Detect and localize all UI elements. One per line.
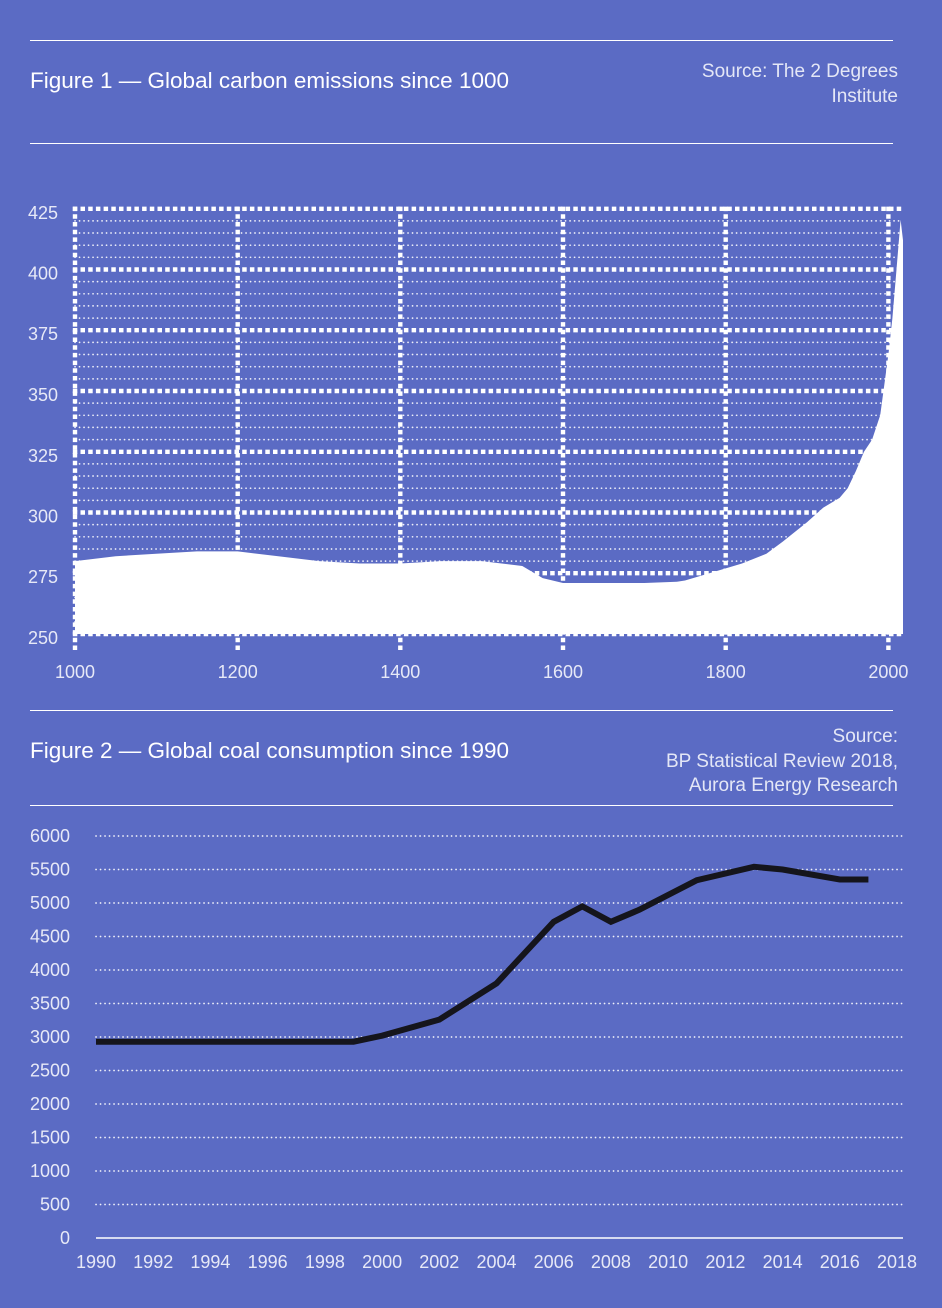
svg-text:1600: 1600 — [543, 662, 583, 680]
svg-text:2002: 2002 — [419, 1252, 459, 1272]
svg-text:1990: 1990 — [76, 1252, 116, 1272]
svg-text:4500: 4500 — [30, 927, 70, 947]
svg-text:425: 425 — [28, 203, 58, 223]
svg-text:300: 300 — [28, 507, 58, 527]
svg-text:4000: 4000 — [30, 960, 70, 980]
svg-text:5500: 5500 — [30, 860, 70, 880]
svg-text:1500: 1500 — [30, 1128, 70, 1148]
svg-text:375: 375 — [28, 324, 58, 344]
svg-text:3500: 3500 — [30, 994, 70, 1014]
svg-text:2018: 2018 — [877, 1252, 917, 1272]
svg-text:250: 250 — [28, 628, 58, 648]
svg-text:6000: 6000 — [30, 826, 70, 846]
svg-text:1000: 1000 — [55, 662, 95, 680]
svg-text:350: 350 — [28, 385, 58, 405]
svg-text:2006: 2006 — [534, 1252, 574, 1272]
svg-text:275: 275 — [28, 567, 58, 587]
svg-text:2004: 2004 — [476, 1252, 516, 1272]
svg-text:1992: 1992 — [133, 1252, 173, 1272]
svg-text:1400: 1400 — [380, 662, 420, 680]
svg-text:2008: 2008 — [591, 1252, 631, 1272]
svg-text:2012: 2012 — [705, 1252, 745, 1272]
svg-text:2000: 2000 — [868, 662, 908, 680]
svg-text:3000: 3000 — [30, 1027, 70, 1047]
svg-text:5000: 5000 — [30, 893, 70, 913]
svg-text:1000: 1000 — [30, 1161, 70, 1181]
svg-text:2016: 2016 — [820, 1252, 860, 1272]
svg-text:2014: 2014 — [763, 1252, 803, 1272]
svg-text:2000: 2000 — [362, 1252, 402, 1272]
svg-text:1996: 1996 — [248, 1252, 288, 1272]
svg-text:400: 400 — [28, 264, 58, 284]
svg-text:2010: 2010 — [648, 1252, 688, 1272]
svg-text:1994: 1994 — [190, 1252, 230, 1272]
svg-text:1200: 1200 — [218, 662, 258, 680]
svg-text:325: 325 — [28, 446, 58, 466]
svg-text:1998: 1998 — [305, 1252, 345, 1272]
svg-text:2000: 2000 — [30, 1094, 70, 1114]
svg-text:1800: 1800 — [706, 662, 746, 680]
svg-text:2500: 2500 — [30, 1061, 70, 1081]
svg-text:0: 0 — [60, 1228, 70, 1248]
svg-text:500: 500 — [40, 1195, 70, 1215]
